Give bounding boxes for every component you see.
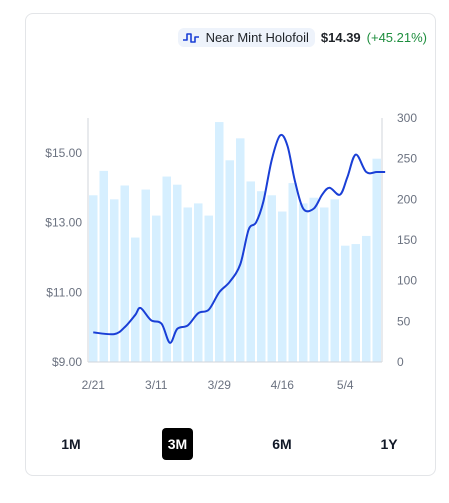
volume-bar — [204, 215, 213, 362]
volume-bar — [194, 203, 203, 362]
volume-bar — [141, 189, 150, 362]
volume-bar — [372, 158, 381, 362]
volume-bar — [183, 207, 192, 362]
left-tick-label: $13.00 — [45, 216, 82, 230]
left-axis-labels: $9.00 $11.00 $13.00 $15.00 — [45, 146, 82, 369]
volume-bar — [330, 199, 339, 362]
left-tick-label: $15.00 — [45, 146, 82, 160]
volume-bars — [89, 122, 381, 362]
left-tick-label: $9.00 — [52, 355, 82, 369]
price-chart: $9.00 $11.00 $13.00 $15.00 0 50 100 150 200 250 3… — [45, 111, 417, 392]
range-button-3m[interactable]: 3M — [162, 428, 193, 460]
volume-bar — [257, 191, 266, 362]
x-axis-labels: 2/21 3/11 3/29 4/16 5/4 — [82, 378, 354, 392]
volume-bar — [320, 207, 329, 362]
volume-bar — [225, 160, 234, 362]
range-button-6m[interactable]: 6M — [272, 436, 292, 452]
line-chart-icon — [182, 32, 199, 43]
volume-bar — [99, 170, 108, 362]
legend-series-name: Near Mint Holofoil — [205, 30, 309, 45]
left-tick-label: $11.00 — [46, 285, 82, 299]
x-tick-label: 2/21 — [82, 378, 106, 392]
volume-bar — [267, 195, 276, 362]
volume-bar — [120, 185, 129, 362]
chart-legend: Near Mint Holofoil $14.39 (+45.21%) — [177, 28, 427, 47]
price-line — [93, 133, 386, 344]
volume-bar — [299, 203, 308, 362]
volume-bar — [309, 197, 318, 362]
right-tick-label: 250 — [397, 152, 417, 166]
right-axis-labels: 0 50 100 150 200 250 300 — [397, 111, 417, 369]
legend-price: $14.39 — [320, 30, 361, 45]
volume-bar — [110, 199, 119, 362]
right-tick-label: 150 — [397, 233, 417, 247]
volume-bar — [152, 215, 161, 362]
volume-bar — [173, 184, 182, 362]
volume-bar — [131, 237, 140, 362]
volume-bar — [162, 176, 171, 362]
x-tick-label: 5/4 — [337, 378, 354, 392]
right-tick-label: 0 — [397, 355, 404, 369]
legend-chip: Near Mint Holofoil — [177, 28, 315, 47]
right-tick-label: 100 — [397, 274, 417, 288]
volume-bar — [278, 211, 287, 362]
right-tick-label: 50 — [397, 314, 411, 328]
volume-bar — [246, 181, 255, 362]
right-tick-label: 300 — [397, 111, 417, 125]
volume-bar — [362, 235, 371, 362]
range-button-1y[interactable]: 1Y — [380, 436, 398, 452]
x-tick-label: 3/29 — [208, 378, 232, 392]
x-tick-label: 3/11 — [145, 378, 168, 392]
volume-bar — [288, 183, 297, 362]
volume-bar — [89, 195, 98, 362]
right-tick-label: 200 — [397, 192, 417, 206]
price-line-layer — [93, 133, 386, 344]
volume-bar — [351, 244, 360, 362]
legend-change: (+45.21%) — [366, 30, 427, 45]
chart-axes — [87, 118, 383, 363]
volume-bar — [236, 138, 245, 362]
range-selector: 1M 3M 6M 1Y — [0, 428, 449, 460]
x-tick-label: 4/16 — [271, 378, 295, 392]
volume-bar — [215, 122, 224, 362]
range-button-1m[interactable]: 1M — [61, 436, 81, 452]
volume-bar — [341, 245, 350, 362]
